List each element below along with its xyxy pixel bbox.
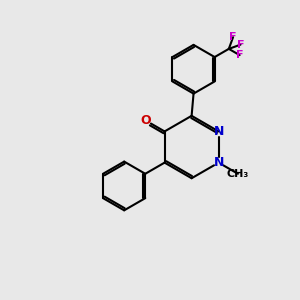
Text: CH₃: CH₃: [227, 169, 249, 179]
Text: F: F: [236, 50, 243, 60]
Text: F: F: [237, 40, 244, 50]
Text: N: N: [214, 156, 224, 169]
Text: N: N: [214, 125, 224, 138]
Text: O: O: [140, 114, 151, 127]
Text: F: F: [229, 32, 237, 42]
